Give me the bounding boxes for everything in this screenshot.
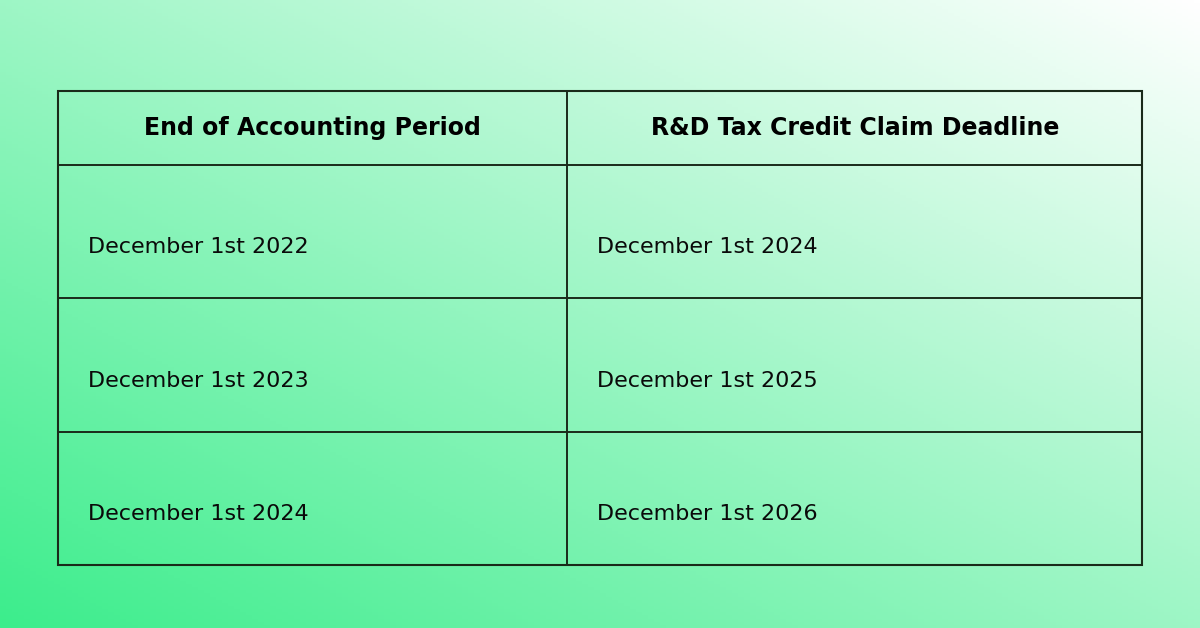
Text: December 1st 2023: December 1st 2023 (88, 371, 308, 391)
Bar (58, 165, 568, 298)
Text: December 1st 2026: December 1st 2026 (598, 504, 818, 524)
Bar (58, 431, 568, 565)
Text: December 1st 2024: December 1st 2024 (598, 237, 818, 257)
Bar (568, 165, 1142, 298)
Bar (58, 91, 1142, 565)
Bar (568, 298, 1142, 431)
Text: December 1st 2022: December 1st 2022 (88, 237, 308, 257)
Text: R&D Tax Credit Claim Deadline: R&D Tax Credit Claim Deadline (650, 116, 1060, 140)
Text: End of Accounting Period: End of Accounting Period (144, 116, 481, 140)
Bar (568, 91, 1142, 165)
Text: December 1st 2024: December 1st 2024 (88, 504, 308, 524)
Bar (568, 431, 1142, 565)
Bar (58, 91, 568, 165)
Text: December 1st 2025: December 1st 2025 (598, 371, 818, 391)
Bar (58, 298, 568, 431)
